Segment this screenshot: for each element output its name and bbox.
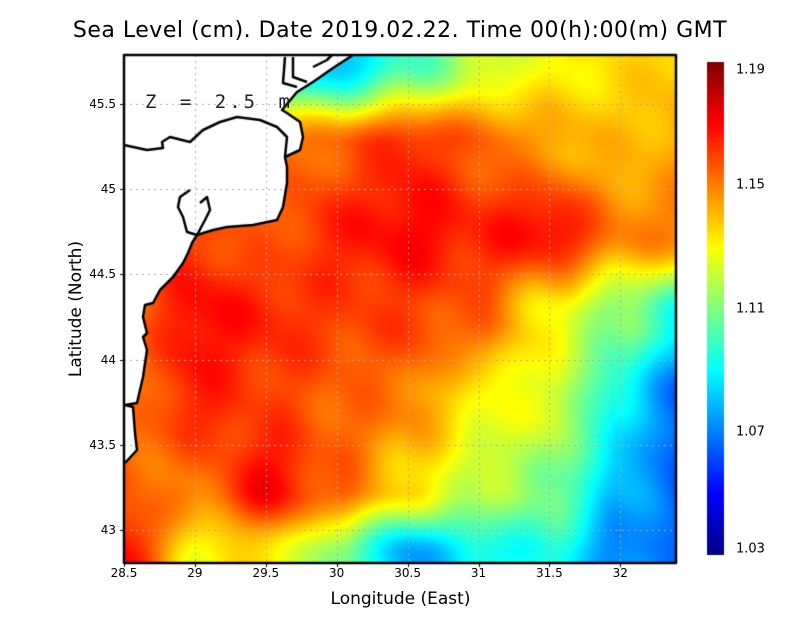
colorbar-tick-label: 1.03	[736, 541, 765, 557]
x-tick-label: 30.5	[394, 566, 421, 580]
map-title: Sea Level (cm). Date 2019.02.22. Time 00…	[72, 18, 728, 43]
y-axis-label: Latitude (North)	[66, 240, 86, 378]
x-tick-label: 28.5	[110, 566, 138, 580]
colorbar-tick-label: 1.19	[736, 62, 765, 78]
x-axis-label: Longitude (East)	[330, 589, 471, 609]
x-tick-label: 30	[329, 566, 345, 580]
y-tick-label: 44.5	[89, 267, 116, 282]
x-tick-label: 31	[470, 566, 487, 580]
colorbar-tick-label: 1.07	[736, 424, 765, 440]
colorbar-tick-label: 1.15	[736, 177, 765, 193]
colorbar-tick-label: 1.11	[736, 301, 765, 316]
y-tick-label: 43	[100, 523, 116, 537]
y-tick-label: 45.5	[89, 97, 116, 111]
y-tick-label: 45	[100, 182, 116, 197]
depth-annotation: Z = 2.5 m	[145, 91, 293, 113]
x-tick-label: 29.5	[252, 566, 280, 580]
x-tick-label: 29	[187, 566, 203, 580]
y-tick-label: 43.5	[89, 437, 116, 452]
y-tick-label: 44	[100, 352, 116, 367]
x-tick-label: 32	[612, 566, 628, 580]
x-tick-label: 31.5	[536, 566, 563, 580]
